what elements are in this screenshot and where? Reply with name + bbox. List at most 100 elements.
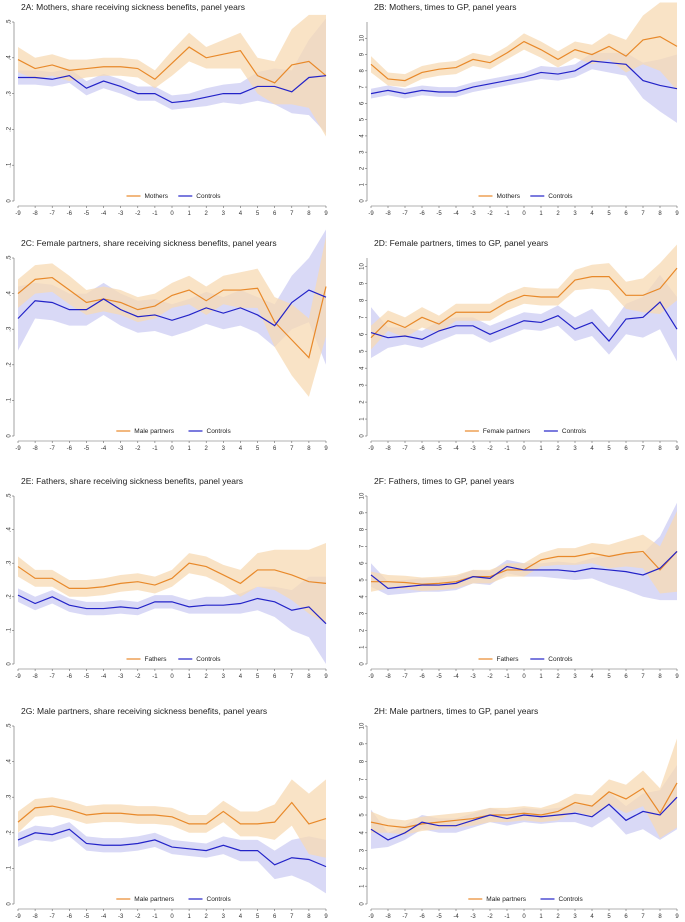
y-tick-label: 2 bbox=[360, 628, 366, 632]
x-tick-label: -7 bbox=[50, 914, 56, 920]
x-tick-label: 4 bbox=[239, 674, 243, 680]
y-tick-label: .1 bbox=[7, 865, 13, 871]
x-tick-label: -6 bbox=[67, 674, 73, 680]
x-tick-label: 6 bbox=[273, 211, 277, 217]
y-tick-label: .5 bbox=[7, 493, 13, 499]
x-tick-label: 8 bbox=[658, 674, 662, 680]
x-tick-label: 1 bbox=[187, 211, 191, 217]
x-tick-label: 1 bbox=[539, 211, 543, 217]
ci-band-control bbox=[371, 52, 677, 123]
x-tick-label: 7 bbox=[641, 674, 645, 680]
ci-band-control bbox=[18, 822, 326, 894]
y-tick-label: 10 bbox=[360, 262, 366, 269]
x-tick-label: 8 bbox=[658, 446, 662, 452]
y-tick-label: .4 bbox=[7, 55, 13, 61]
y-tick-label: .1 bbox=[7, 627, 13, 633]
x-tick-label: 1 bbox=[187, 674, 191, 680]
x-tick-label: -5 bbox=[84, 914, 90, 920]
legend-label-control: Controls bbox=[207, 428, 232, 435]
y-tick-label: 9 bbox=[360, 281, 366, 285]
x-tick-label: -5 bbox=[84, 446, 90, 452]
x-tick-label: -9 bbox=[368, 674, 374, 680]
x-tick-label: -1 bbox=[152, 446, 158, 452]
x-tick-label: -4 bbox=[453, 914, 459, 920]
x-tick-label: -3 bbox=[118, 446, 124, 452]
x-tick-label: 7 bbox=[290, 446, 294, 452]
y-tick-label: 6 bbox=[360, 795, 366, 799]
panel-title: 2G: Male partners, share receiving sickn… bbox=[21, 706, 267, 716]
series-line-control bbox=[17, 594, 327, 625]
y-tick-label: 5 bbox=[360, 117, 366, 121]
ci-band-treatment bbox=[18, 14, 326, 137]
y-tick-label: 0 bbox=[360, 434, 366, 438]
x-tick-label: -7 bbox=[402, 446, 408, 452]
x-tick-label: 6 bbox=[273, 446, 277, 452]
x-tick-label: 9 bbox=[675, 446, 679, 452]
legend-label-treatment: Mothers bbox=[145, 193, 169, 200]
y-tick-label: 9 bbox=[360, 741, 366, 745]
x-tick-label: -2 bbox=[135, 914, 141, 920]
y-tick-label: 4 bbox=[360, 366, 366, 370]
y-tick-label: .5 bbox=[7, 19, 13, 25]
legend: Male partners Controls bbox=[116, 896, 231, 903]
x-tick-label: 3 bbox=[222, 211, 226, 217]
ci-band-treatment bbox=[18, 236, 326, 397]
x-tick-label: -2 bbox=[135, 211, 141, 217]
y-tick-label: .5 bbox=[7, 255, 13, 261]
y-tick-label: 7 bbox=[360, 315, 366, 319]
y-tick-label: 4 bbox=[360, 830, 366, 834]
x-tick-label: -3 bbox=[118, 674, 124, 680]
x-tick-label: 0 bbox=[522, 211, 526, 217]
x-tick-label: -6 bbox=[67, 211, 73, 217]
series-line-treatment bbox=[17, 801, 327, 825]
x-tick-label: -3 bbox=[118, 914, 124, 920]
y-tick-label: .3 bbox=[7, 90, 13, 96]
x-tick-label: -9 bbox=[15, 446, 21, 452]
panel-2D: 2D: Female partners, times to GP, panel … bbox=[360, 238, 680, 452]
y-tick-label: 1 bbox=[360, 884, 366, 888]
panel-title: 2D: Female partners, times to GP, panel … bbox=[374, 238, 548, 248]
x-tick-label: 1 bbox=[539, 674, 543, 680]
ci-band-control bbox=[371, 274, 677, 362]
ci-band-treatment bbox=[371, 511, 677, 594]
panel-2B: 2B: Mothers, times to GP, panel years 0 1 2… bbox=[360, 2, 680, 217]
y-tick-label: 2 bbox=[360, 866, 366, 870]
x-tick-label: 2 bbox=[556, 914, 560, 920]
x-tick-label: 9 bbox=[324, 914, 328, 920]
x-tick-label: 2 bbox=[556, 211, 560, 217]
y-tick-label: 0 bbox=[7, 902, 13, 906]
x-tick-label: 6 bbox=[624, 211, 628, 217]
x-tick-label: -3 bbox=[470, 211, 476, 217]
x-tick-label: 4 bbox=[590, 914, 594, 920]
legend-label-treatment: Male partners bbox=[134, 896, 174, 903]
ci-band-control bbox=[371, 502, 677, 601]
y-tick-label: 6 bbox=[360, 561, 366, 565]
series-line-treatment bbox=[17, 46, 327, 84]
x-tick-label: -7 bbox=[402, 914, 408, 920]
panel-2G: 2G: Male partners, share receiving sickn… bbox=[7, 706, 329, 920]
x-tick-label: -8 bbox=[385, 211, 391, 217]
x-tick-label: 7 bbox=[290, 914, 294, 920]
legend-label-control: Controls bbox=[548, 656, 573, 663]
y-tick-label: 7 bbox=[360, 544, 366, 548]
x-tick-label: -6 bbox=[67, 914, 73, 920]
x-tick-label: 0 bbox=[522, 446, 526, 452]
y-tick-label: 0 bbox=[7, 662, 13, 666]
series-line-treatment bbox=[370, 36, 678, 82]
y-tick-label: .3 bbox=[7, 326, 13, 332]
x-tick-label: 8 bbox=[658, 914, 662, 920]
x-tick-label: -7 bbox=[402, 211, 408, 217]
panel-title: 2H: Male partners, times to GP, panel ye… bbox=[374, 706, 538, 716]
y-tick-label: 8 bbox=[360, 68, 366, 72]
x-tick-label: 2 bbox=[205, 674, 209, 680]
y-tick-label: 8 bbox=[360, 298, 366, 302]
y-tick-label: 0 bbox=[7, 434, 13, 438]
x-tick-label: 9 bbox=[324, 211, 328, 217]
x-tick-label: 8 bbox=[307, 674, 311, 680]
x-tick-label: 7 bbox=[641, 211, 645, 217]
y-tick-label: 1 bbox=[360, 417, 366, 421]
y-tick-label: 5 bbox=[360, 578, 366, 582]
legend: Fathers Controls bbox=[126, 656, 221, 663]
legend-label-control: Controls bbox=[548, 193, 573, 200]
x-tick-label: 3 bbox=[222, 446, 226, 452]
